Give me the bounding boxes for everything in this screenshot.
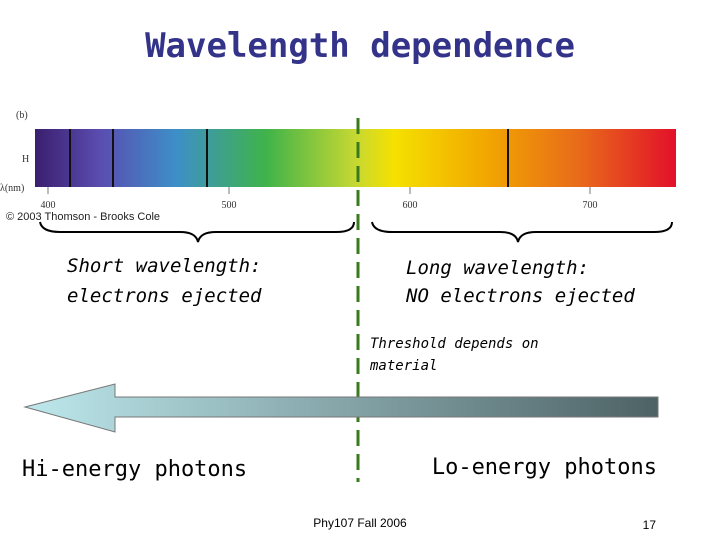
row-label: H (22, 154, 29, 165)
spectral-lines (69, 129, 509, 187)
left-note: electrons ejected (67, 285, 262, 307)
threshold-note: material (369, 358, 437, 374)
tick-label: 400 (41, 200, 56, 211)
left-note: Short wavelength: (67, 255, 261, 277)
brace (39, 221, 355, 243)
threshold-note: Threshold depends on (370, 336, 539, 352)
right-note: Long wavelength: (406, 257, 589, 279)
brace (371, 221, 673, 243)
lo-energy-label: Lo-energy photons (432, 455, 657, 480)
axis-label: λ(nm) (0, 183, 24, 194)
credit: © 2003 Thomson - Brooks Cole (6, 211, 160, 223)
page-number: 17 (643, 518, 657, 532)
footer: Phy107 Fall 2006 (313, 516, 407, 530)
energy-arrow (23, 383, 659, 433)
spectrum-bar (35, 129, 676, 187)
right-note: NO electrons ejected (405, 285, 635, 307)
panel-label: (b) (16, 110, 28, 121)
hi-energy-label: Hi-energy photons (22, 457, 247, 482)
tick-label: 700 (583, 200, 598, 211)
tick-label: 600 (403, 200, 418, 211)
tick-label: 500 (222, 200, 237, 211)
title: Wavelength dependence (145, 26, 575, 66)
spectrum: (b) H λ(nm) 400 500 600 700 © 2003 Thoms… (0, 110, 676, 223)
